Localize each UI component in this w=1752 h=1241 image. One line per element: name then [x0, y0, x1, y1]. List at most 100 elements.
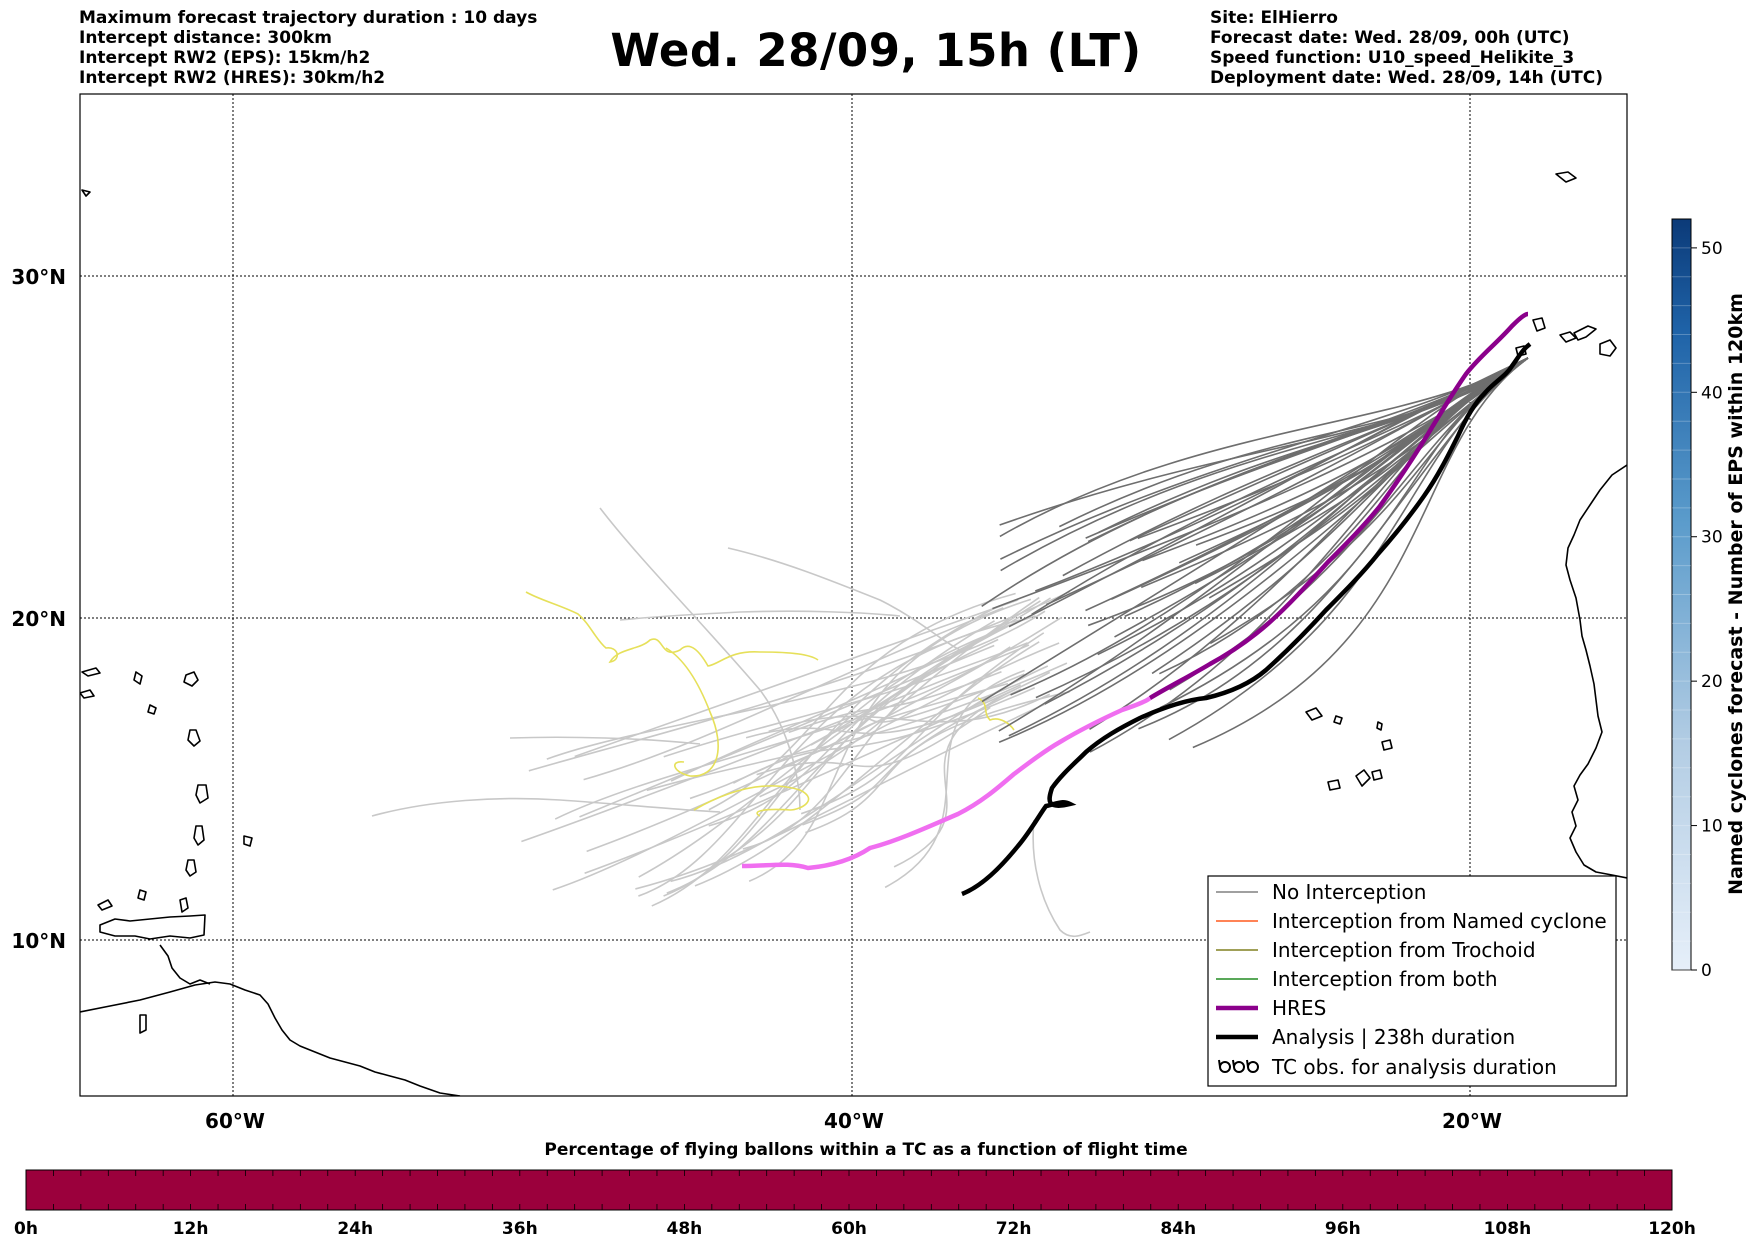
colorbar: 0 10 20 30 40 50 Named cyclones forecast - Nu…: [1671, 218, 1747, 981]
eps-trajectory-light: [745, 671, 1051, 739]
coastline-caribbean-islet-7: [139, 1014, 147, 1034]
eps-trajectory-light: [371, 797, 721, 817]
bottom-bar-tick-label: 96h: [1325, 1219, 1361, 1239]
colorbar-gradient: [1671, 218, 1692, 971]
analysis-trajectory: [961, 342, 1532, 897]
coastline-caribbean-islet-5: [243, 835, 253, 847]
coastlines: [80, 171, 1627, 1096]
colorbar-tick-label: 10: [1701, 817, 1723, 837]
hres-trajectory: [1148, 311, 1529, 700]
header-left-line: Intercept RW2 (EPS): 15km/h2: [79, 48, 371, 68]
map-frame: [79, 93, 1628, 1097]
colorbar-tick-label: 40: [1701, 383, 1723, 403]
coastline-trinidad: [99, 914, 206, 940]
coastline-caribbean-islet-2: [80, 689, 95, 699]
colorbar-tick-label: 30: [1701, 528, 1723, 548]
map-title: Wed. 28/09, 15h (LT): [610, 24, 1142, 77]
legend-label-named-cyclone: Interception from Named cyclone: [1272, 909, 1607, 933]
graticule: [80, 94, 1627, 1096]
eps-trajectory-light: [521, 644, 1030, 843]
bottom-bar-title: Percentage of flying ballons within a TC…: [544, 1140, 1187, 1160]
colorbar-tick-label: 50: [1701, 239, 1723, 259]
bottom-bar-tick-label: 24h: [337, 1219, 373, 1239]
eps-trajectory-light: [528, 590, 1071, 772]
eps-trajectory-light: [635, 703, 1046, 890]
legend-label-analysis: Analysis | 238h duration: [1272, 1025, 1515, 1049]
eps-trajectory-light: [1032, 819, 1091, 938]
bottom-bar-tick-label: 48h: [667, 1219, 703, 1239]
legend-label-no-interception: No Interception: [1272, 880, 1426, 904]
coastline-lesser-antilles-4: [193, 825, 205, 846]
eps-trajectory-light: [586, 616, 1062, 853]
lon-label: 60°W: [205, 1109, 265, 1133]
eps-trajectory-light: [663, 642, 1028, 758]
header-right-line: Site: ElHierro: [1210, 8, 1338, 28]
eps-trajectory: [999, 357, 1529, 538]
lon-label: 40°W: [824, 1109, 884, 1133]
eps-trajectory-light: [552, 642, 1060, 891]
eps-trajectory-light: [554, 646, 1011, 820]
bottom-bar-ticks: 0h 12h 24h 36h 48h 60h 72h 84h 96h 108h 120h: [14, 1170, 1696, 1239]
legend-label-hres: HRES: [1272, 996, 1326, 1020]
coastline-canary-4: [1599, 339, 1617, 357]
eps-trajectory-light: [756, 706, 991, 776]
lat-label: 10°N: [11, 929, 66, 953]
coastline-madeira: [1555, 171, 1577, 183]
eps-trajectory-yellow: [525, 591, 819, 667]
coastline-caribbean-islet-8: [81, 189, 91, 197]
lat-label: 30°N: [11, 265, 66, 289]
eps-trajectory-light: [711, 628, 1001, 868]
eps-trajectory-light: [727, 547, 961, 651]
header-left-line: Intercept RW2 (HRES): 30km/h2: [79, 68, 386, 88]
eps-trajectory-light: [768, 693, 1051, 733]
coastline-lesser-antilles-5: [185, 859, 197, 877]
coastline-south-america: [80, 981, 461, 1096]
bottom-bar-tick-label: 60h: [831, 1219, 867, 1239]
header-left-line: Maximum forecast trajectory duration : 1…: [79, 8, 538, 28]
legend: No Interception Interception from Named …: [1207, 875, 1617, 1087]
eps-trajectory-yellow: [693, 785, 810, 817]
eps-trajectory: [1062, 357, 1529, 577]
tc-symbol-icon: [1218, 1059, 1259, 1073]
map-area: [80, 94, 1627, 1096]
eps-trajectory: [1000, 357, 1529, 560]
bottom-progress-bar: 0h 12h 24h 36h 48h 60h 72h 84h 96h 108h 120h: [14, 1169, 1696, 1239]
bottom-bar-tick-label: 12h: [173, 1219, 209, 1239]
eps-trajectory-yellow: [665, 647, 719, 777]
legend-box: [1207, 875, 1617, 1087]
bottom-bar-tick-label: 120h: [1648, 1219, 1696, 1239]
lon-axis-labels: 60°W 40°W 20°W: [205, 1109, 1502, 1133]
colorbar-tick-label: 20: [1701, 672, 1723, 692]
hres-trajectory-pink: [741, 696, 1152, 871]
coastline-cape-verde-5: [1327, 779, 1341, 791]
eps-trajectories-no-interception: [981, 357, 1529, 753]
legend-label-both: Interception from both: [1272, 967, 1498, 991]
colorbar-tick-label: 0: [1701, 961, 1712, 981]
eps-trajectory-light: [805, 691, 1070, 834]
coastline-cape-verde-2: [1333, 715, 1343, 725]
coastline-cape-verde-3: [1376, 721, 1383, 731]
eps-trajectory-light: [748, 598, 1032, 882]
colorbar-ticks: 0 10 20 30 40 50: [1672, 239, 1723, 981]
eps-trajectory-light: [509, 736, 701, 745]
coastline-canary-1: [1532, 317, 1546, 332]
lon-label: 20°W: [1442, 1109, 1502, 1133]
eps-trajectory-light: [810, 673, 1025, 746]
bottom-bar-tick-label: 0h: [14, 1219, 38, 1239]
eps-trajectory: [1000, 357, 1529, 572]
coastline-cape-verde-4: [1381, 739, 1393, 751]
header-right: Site: ElHierro Forecast date: Wed. 28/09…: [1210, 8, 1603, 88]
bottom-bar-tick-label: 72h: [996, 1219, 1032, 1239]
coastline-cape-verde-7: [1371, 769, 1383, 781]
legend-label-tc-obs: TC obs. for analysis duration: [1271, 1055, 1557, 1079]
eps-trajectory: [1192, 357, 1529, 749]
coastline-caribbean-islet-6: [97, 899, 113, 911]
coastline-caribbean-islet-1: [81, 667, 101, 677]
coastline-lesser-antilles-6: [179, 897, 189, 913]
lat-axis-labels: 30°N 20°N 10°N: [11, 265, 66, 953]
bottom-bar-tick-label: 108h: [1484, 1219, 1532, 1239]
eps-trajectory-light: [708, 620, 995, 827]
coastline-lesser-antilles-7: [137, 889, 147, 901]
eps-trajectory-light: [694, 641, 1040, 887]
